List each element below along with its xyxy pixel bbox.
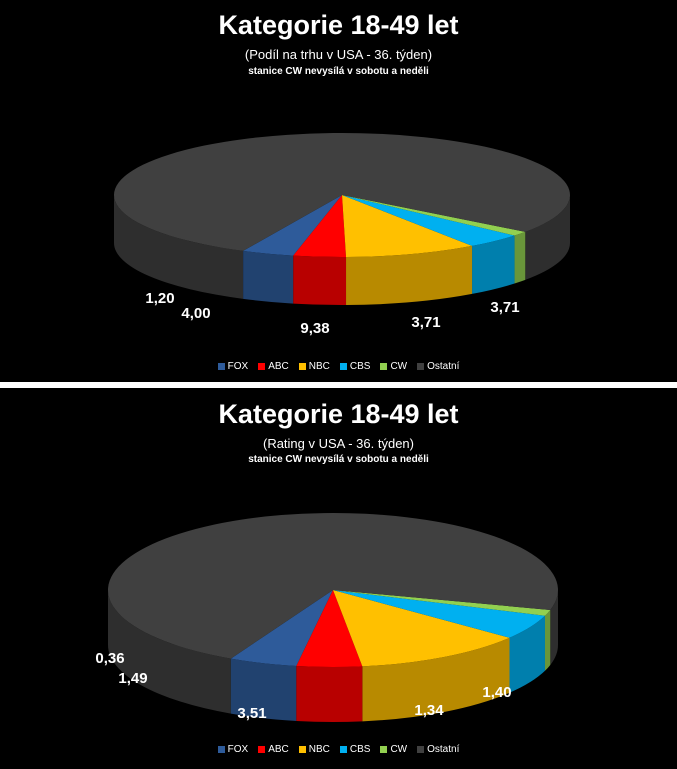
legend-label: FOX (227, 361, 249, 372)
legend-swatch (298, 746, 306, 753)
pie-side-abc (293, 255, 347, 305)
pie-slice-fox (230, 590, 333, 666)
chart-title: Kategorie 18-49 let (218, 399, 459, 429)
legend-item-cbs: CBS (339, 361, 371, 372)
data-label-fox: 3,71 (490, 299, 519, 316)
legend-label: NBC (308, 361, 330, 372)
legend-swatch (417, 746, 425, 753)
pie-slice-cw (342, 195, 526, 236)
chart-panel-bottom: Kategorie 18-49 let (Rating v USA - 36. … (0, 389, 677, 769)
pie-slice-fox (243, 195, 342, 256)
pie-side-cbs (472, 235, 515, 294)
pie-chart-rating: 1,40 1,34 3,51 1,49 0,36 (95, 513, 558, 722)
pie-side-cw (514, 231, 526, 284)
pie-side-ostatni (525, 195, 570, 280)
legend-swatch (258, 363, 266, 370)
legend-item-ostatni: Ostatní (417, 361, 459, 372)
legend-label: ABC (268, 361, 289, 372)
legend-item-fox: FOX (217, 361, 249, 372)
legend-swatch (417, 363, 425, 370)
legend-swatch (339, 363, 347, 370)
data-label-abc: 1,34 (414, 702, 444, 719)
legend-item-nbc: NBC (298, 361, 330, 372)
pie-slice-cw (333, 590, 551, 616)
pie-chart-market-share: 3,71 3,71 9,38 4,00 1,20 (113, 133, 570, 337)
pie-slice-cbs (333, 590, 545, 638)
pie-side-nbc (346, 245, 473, 305)
chart-subtitle: (Podíl na trhu v USA - 36. týden) (244, 47, 433, 62)
pie-side-fox (243, 250, 294, 304)
chart-title: Kategorie 18-49 let (218, 10, 459, 40)
data-label-nbc: 9,38 (300, 320, 329, 337)
chart-note: stanice CW nevysílá v sobotu a neděli (248, 454, 429, 465)
pie-slice-ostatni (113, 133, 570, 251)
data-label-cw: 0,36 (95, 650, 124, 667)
pie-slice-abc (293, 195, 347, 257)
pie-side-cw (544, 609, 551, 671)
divider (0, 382, 677, 388)
legend-item-cbs: CBS (339, 744, 371, 755)
legend-label: CBS (349, 744, 371, 755)
data-label-abc: 3,71 (411, 314, 440, 331)
legend-item-abc: ABC (258, 361, 289, 372)
legend-label: CW (390, 361, 408, 372)
legend-swatch (380, 363, 388, 370)
legend-label: NBC (308, 744, 330, 755)
pie-side-ostatni (114, 195, 244, 299)
pie-side-cbs (509, 615, 545, 693)
chart-legend: FOX ABC NBC CBS CW Ostatní (0, 744, 677, 755)
pie-side-fox (230, 658, 297, 721)
legend-item-abc: ABC (258, 744, 289, 755)
legend-swatch (217, 363, 225, 370)
pie-slice-abc (296, 590, 363, 667)
legend-swatch (217, 746, 225, 753)
legend-swatch (339, 746, 347, 753)
data-label-cbs: 4,00 (181, 305, 210, 322)
pie-side-nbc (362, 637, 510, 722)
data-label-cbs: 1,49 (118, 670, 147, 687)
pie-side-ostatni (108, 590, 231, 714)
data-label-nbc: 3,51 (237, 705, 266, 722)
legend-item-fox: FOX (217, 744, 249, 755)
legend-label: Ostatní (427, 361, 460, 372)
pie-side-ostatni (550, 590, 558, 665)
legend-label: ABC (268, 744, 289, 755)
legend-swatch (298, 363, 306, 370)
chart-legend: FOX ABC NBC CBS CW Ostatní (0, 361, 677, 372)
pie-slice-nbc (342, 195, 473, 257)
legend-label: FOX (227, 744, 249, 755)
legend-item-ostatni: Ostatní (417, 744, 459, 755)
legend-label: CW (390, 744, 408, 755)
pie-slice-cbs (342, 195, 515, 246)
legend-label: Ostatní (427, 744, 460, 755)
pie-side-abc (296, 665, 363, 722)
legend-swatch (258, 746, 266, 753)
pie-slice-ostatni (107, 513, 558, 659)
legend-item-cw: CW (380, 361, 407, 372)
chart-subtitle: (Rating v USA - 36. týden) (262, 436, 414, 451)
legend-item-nbc: NBC (298, 744, 330, 755)
legend-label: CBS (349, 361, 371, 372)
data-label-fox: 1,40 (482, 684, 511, 701)
legend-item-cw: CW (380, 744, 407, 755)
chart-panel-top: Kategorie 18-49 let (Podíl na trhu v USA… (0, 0, 677, 383)
chart-note: stanice CW nevysílá v sobotu a neděli (248, 66, 429, 77)
data-label-cw: 1,20 (145, 290, 174, 307)
pie-slice-nbc (333, 590, 510, 667)
legend-swatch (380, 746, 388, 753)
